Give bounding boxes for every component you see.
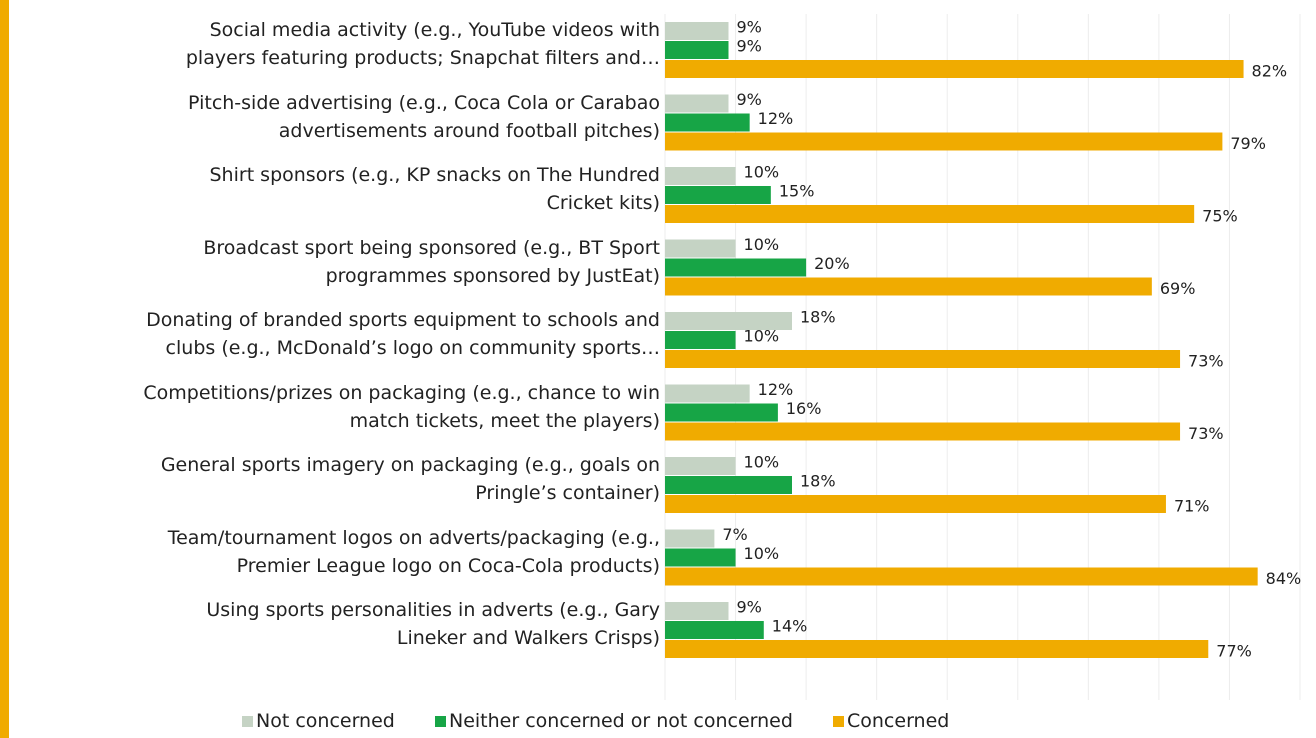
category-label: Competitions/prizes on packaging (e.g., …	[143, 381, 660, 432]
category-label: Using sports personalities in adverts (e…	[206, 599, 660, 649]
value-label: 10%	[744, 544, 780, 563]
bar	[665, 350, 1181, 368]
value-label: 9%	[737, 90, 762, 109]
category-label: Social media activity (e.g., YouTube vid…	[185, 19, 660, 69]
bar	[665, 476, 792, 494]
legend-swatch	[242, 716, 253, 727]
left-border	[0, 0, 9, 738]
value-label: 82%	[1252, 62, 1288, 81]
bar	[665, 205, 1195, 223]
bar	[665, 457, 736, 475]
category-label: Shirt sponsors (e.g., KP snacks on The H…	[209, 164, 661, 214]
value-label: 16%	[786, 399, 822, 418]
bar	[665, 621, 764, 639]
value-label: 84%	[1266, 569, 1302, 588]
bar	[665, 60, 1244, 78]
legend-item: Concerned	[833, 710, 949, 732]
value-label: 10%	[744, 163, 780, 182]
category-label: Broadcast sport being sponsored (e.g., B…	[203, 236, 660, 287]
category-label: General sports imagery on packaging (e.g…	[160, 454, 660, 504]
legend-item: Not concerned	[242, 710, 395, 732]
value-label: 10%	[744, 327, 780, 346]
bar	[665, 239, 736, 258]
bar	[665, 22, 729, 40]
bar	[665, 331, 736, 349]
bar	[665, 640, 1209, 658]
bar	[665, 186, 771, 204]
bar	[665, 277, 1152, 296]
bar	[665, 529, 715, 548]
value-label: 14%	[772, 617, 808, 636]
category-label: Team/tournament logos on adverts/packagi…	[167, 526, 660, 577]
bar	[665, 384, 750, 403]
value-label: 79%	[1230, 134, 1266, 153]
bar	[665, 403, 778, 422]
legend-swatch	[435, 716, 446, 727]
bar	[665, 567, 1258, 586]
bar	[665, 548, 736, 567]
bar	[665, 312, 792, 330]
value-label: 12%	[758, 109, 794, 128]
bar	[665, 41, 729, 59]
value-label: 77%	[1216, 642, 1252, 661]
value-label: 75%	[1202, 207, 1238, 226]
legend-label: Concerned	[847, 710, 950, 732]
value-label: 73%	[1188, 424, 1224, 443]
bar	[665, 132, 1223, 151]
bar	[665, 495, 1166, 513]
value-label: 73%	[1188, 352, 1224, 371]
value-label: 9%	[737, 37, 762, 56]
legend-item: Neither concerned or not concerned	[435, 710, 793, 732]
legend-label: Neither concerned or not concerned	[449, 710, 793, 732]
legend-label: Not concerned	[256, 710, 395, 732]
value-label: 69%	[1160, 279, 1196, 298]
value-label: 15%	[779, 182, 815, 201]
value-label: 18%	[800, 308, 836, 327]
bar	[665, 602, 729, 620]
category-label: Donating of branded sports equipment to …	[146, 309, 660, 359]
value-label: 71%	[1174, 497, 1210, 516]
value-label: 12%	[758, 380, 794, 399]
bar	[665, 258, 807, 277]
bar	[665, 167, 736, 185]
category-label: Pitch-side advertising (e.g., Coca Cola …	[188, 91, 660, 142]
legend-swatch	[833, 716, 844, 727]
bar	[665, 113, 750, 132]
value-label: 10%	[744, 453, 780, 472]
value-label: 10%	[744, 235, 780, 254]
bar	[665, 422, 1181, 441]
value-label: 20%	[814, 254, 850, 273]
bar	[665, 94, 729, 113]
value-label: 7%	[722, 525, 747, 544]
value-label: 9%	[737, 598, 762, 617]
value-label: 9%	[737, 18, 762, 37]
value-label: 18%	[800, 472, 836, 491]
